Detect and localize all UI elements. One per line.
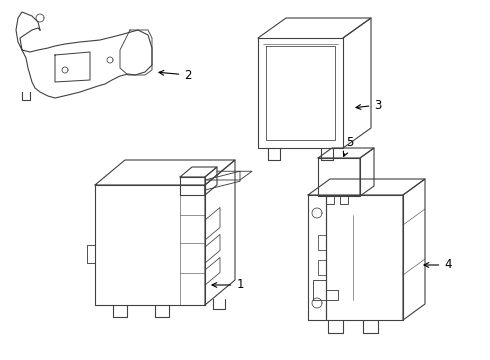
Text: 1: 1 [212,279,244,292]
Text: 3: 3 [356,99,382,112]
Text: 4: 4 [424,258,452,271]
Text: 2: 2 [159,68,192,81]
Text: 5: 5 [343,135,354,156]
